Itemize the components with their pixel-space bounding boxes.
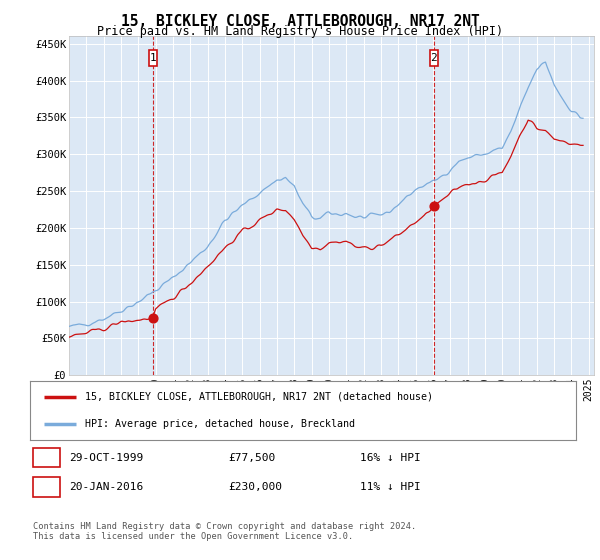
Text: Contains HM Land Registry data © Crown copyright and database right 2024.
This d: Contains HM Land Registry data © Crown c… <box>33 522 416 542</box>
Text: 15, BICKLEY CLOSE, ATTLEBOROUGH, NR17 2NT: 15, BICKLEY CLOSE, ATTLEBOROUGH, NR17 2N… <box>121 14 479 29</box>
Text: 11% ↓ HPI: 11% ↓ HPI <box>360 482 421 492</box>
Text: 29-OCT-1999: 29-OCT-1999 <box>69 452 143 463</box>
Point <box>148 314 157 323</box>
Text: 16% ↓ HPI: 16% ↓ HPI <box>360 452 421 463</box>
Text: 15, BICKLEY CLOSE, ATTLEBOROUGH, NR17 2NT (detached house): 15, BICKLEY CLOSE, ATTLEBOROUGH, NR17 2N… <box>85 391 433 402</box>
Text: £230,000: £230,000 <box>228 482 282 492</box>
Text: 2: 2 <box>43 482 50 492</box>
Text: 2: 2 <box>430 53 437 63</box>
Text: £77,500: £77,500 <box>228 452 275 463</box>
FancyBboxPatch shape <box>149 50 157 66</box>
Text: 1: 1 <box>43 452 50 463</box>
FancyBboxPatch shape <box>430 50 437 66</box>
Text: 20-JAN-2016: 20-JAN-2016 <box>69 482 143 492</box>
Text: 1: 1 <box>149 53 156 63</box>
Text: Price paid vs. HM Land Registry's House Price Index (HPI): Price paid vs. HM Land Registry's House … <box>97 25 503 38</box>
Text: HPI: Average price, detached house, Breckland: HPI: Average price, detached house, Brec… <box>85 419 355 429</box>
Point <box>429 201 439 210</box>
